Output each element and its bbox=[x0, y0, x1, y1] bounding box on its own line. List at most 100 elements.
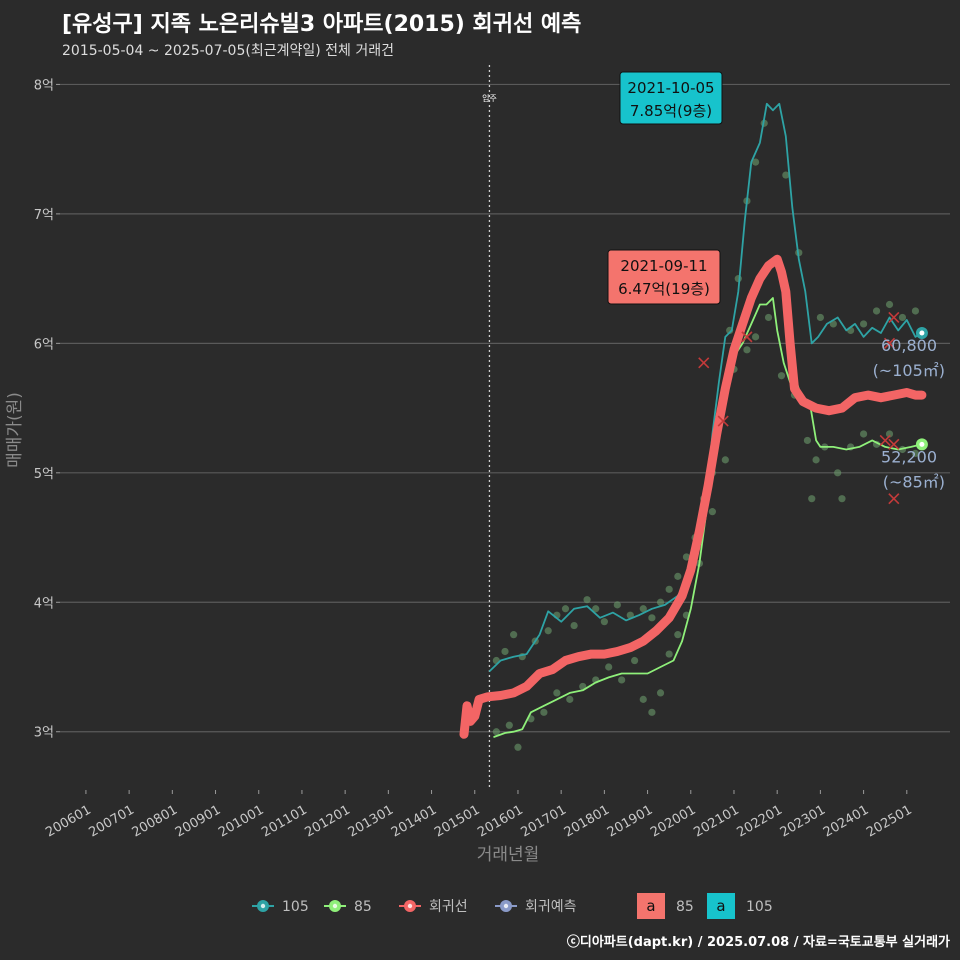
move-in-label: 입주 bbox=[482, 94, 497, 103]
scatter-point bbox=[600, 618, 608, 626]
legend-item-label: 105 bbox=[282, 899, 309, 915]
scatter-point bbox=[561, 605, 570, 613]
cross-marker bbox=[717, 415, 729, 427]
annotation-date: 2021-09-11 bbox=[620, 257, 707, 275]
scatter-point bbox=[648, 708, 656, 716]
tick-label-x: 201801 bbox=[562, 803, 612, 841]
scatter-point bbox=[583, 596, 591, 604]
legend-key-core bbox=[503, 903, 509, 909]
tick-label-y: 7억 bbox=[34, 208, 54, 223]
annotations: 2021-10-05 7.85억(9층) 2021-09-11 6.47억(19층) bbox=[607, 71, 723, 305]
legend: 105 85 회귀선 회귀예측 a 85 a 105 bbox=[252, 893, 773, 919]
tick-label-x: 200801 bbox=[130, 803, 180, 841]
tick-label-x: 202301 bbox=[778, 803, 828, 841]
tick-label-x: 202001 bbox=[648, 803, 698, 841]
end-label-price: 60,800 bbox=[881, 336, 937, 355]
tick-label-x: 200901 bbox=[173, 803, 223, 841]
scatter-point bbox=[885, 300, 894, 309]
scatter-point bbox=[743, 346, 751, 354]
scatter-point bbox=[911, 307, 920, 315]
cross-marker bbox=[883, 337, 896, 349]
scatter-point bbox=[834, 469, 842, 477]
cross-marker bbox=[698, 357, 710, 369]
x-axis-title: 거래년월 bbox=[477, 845, 540, 865]
tick-label-x: 201001 bbox=[216, 803, 266, 841]
end-label-area: (~85㎡) bbox=[883, 472, 945, 491]
y-axis: 3억 4억 5억 6억 7억 8억 bbox=[34, 78, 60, 741]
cross-marker bbox=[888, 438, 900, 450]
tick-label-x: 201401 bbox=[389, 803, 439, 841]
tick-label-x: 202401 bbox=[821, 803, 871, 841]
end-markers: 60,800 (~105㎡) 52,200 (~85㎡) bbox=[873, 326, 945, 491]
scatter-point bbox=[492, 728, 500, 736]
scatter-point bbox=[751, 333, 760, 341]
scatter-point bbox=[639, 605, 647, 613]
scatter-point bbox=[872, 307, 881, 315]
scatter-point bbox=[674, 631, 682, 639]
scatter-point bbox=[859, 430, 868, 438]
credit-text: ⓒ디아파트(dapt.kr) / 2025.07.08 / 자료=국토교통부 실… bbox=[566, 935, 950, 950]
tick-label-x: 202501 bbox=[864, 803, 914, 841]
move-in-line: 입주 bbox=[482, 65, 497, 790]
scatter-point bbox=[859, 320, 868, 328]
scatter-point bbox=[751, 158, 760, 166]
legend-fill-label: 85 bbox=[676, 899, 694, 915]
x-axis: 2006012007012008012009012010012011012012… bbox=[43, 790, 915, 841]
legend-key-core bbox=[407, 903, 413, 909]
tick-label-y: 3억 bbox=[34, 726, 54, 741]
scatter-point bbox=[782, 171, 790, 179]
legend-fill-glyph: a bbox=[716, 897, 725, 915]
scatter-point bbox=[631, 656, 639, 665]
scatter-point bbox=[816, 313, 824, 322]
scatter-point bbox=[605, 663, 613, 671]
scatter-point bbox=[540, 708, 548, 716]
regression-line bbox=[459, 254, 927, 739]
scatter-point bbox=[613, 601, 621, 609]
tick-label-x: 202101 bbox=[691, 803, 741, 841]
scatter-point bbox=[674, 572, 682, 580]
scatter-point bbox=[544, 627, 552, 635]
tick-label-x: 201201 bbox=[303, 803, 353, 841]
cross-marker bbox=[888, 493, 900, 505]
scatter-point bbox=[592, 605, 600, 613]
tick-label-y: 4억 bbox=[34, 596, 54, 611]
cross-markers bbox=[698, 311, 900, 505]
scatter-point bbox=[505, 721, 513, 729]
tick-label-x: 201301 bbox=[346, 803, 396, 841]
scatter-point bbox=[566, 695, 574, 703]
scatter-point bbox=[708, 508, 716, 516]
tick-label-x: 200601 bbox=[43, 803, 93, 841]
legend-fill-glyph: a bbox=[646, 897, 655, 915]
scatter-point bbox=[665, 585, 673, 593]
tick-label-x: 202201 bbox=[735, 803, 785, 841]
scatter-point bbox=[721, 456, 729, 464]
scatter-point bbox=[570, 621, 578, 630]
scatter-point bbox=[618, 676, 626, 684]
legend-item-label: 85 bbox=[354, 899, 372, 915]
scatter-point bbox=[682, 553, 691, 561]
series-line-105 bbox=[488, 102, 923, 672]
annotation-value: 7.85억(9층) bbox=[630, 102, 712, 120]
legend-item-label: 회귀예측 bbox=[525, 899, 577, 915]
scatter-point bbox=[639, 695, 647, 703]
tick-label-x: 201501 bbox=[432, 803, 482, 841]
tick-label-y: 5억 bbox=[34, 467, 54, 482]
scatter-point bbox=[648, 614, 656, 622]
chart-title: [유성구] 지족 노은리슈빌3 아파트(2015) 회귀선 예측 bbox=[62, 12, 582, 37]
legend-fill-label: 105 bbox=[746, 899, 773, 915]
chart-subtitle: 2015-05-04 ~ 2025-07-05(최근계약일) 전체 거래건 bbox=[62, 43, 394, 59]
cross-marker bbox=[741, 331, 753, 343]
annotation-box-105 bbox=[619, 71, 723, 125]
series-line-85 bbox=[493, 297, 923, 738]
series-lines bbox=[459, 102, 927, 739]
end-marker-core bbox=[919, 330, 925, 336]
legend-item-label: 회귀선 bbox=[429, 899, 468, 915]
cross-marker bbox=[888, 311, 900, 324]
tick-label-x: 201701 bbox=[519, 803, 569, 841]
tick-label-x: 201601 bbox=[475, 803, 525, 841]
scatter-point bbox=[656, 689, 665, 697]
tick-label-y: 6억 bbox=[34, 337, 54, 352]
legend-key-core bbox=[332, 903, 338, 909]
annotation-box-85 bbox=[607, 249, 721, 305]
cross-marker bbox=[879, 434, 891, 447]
